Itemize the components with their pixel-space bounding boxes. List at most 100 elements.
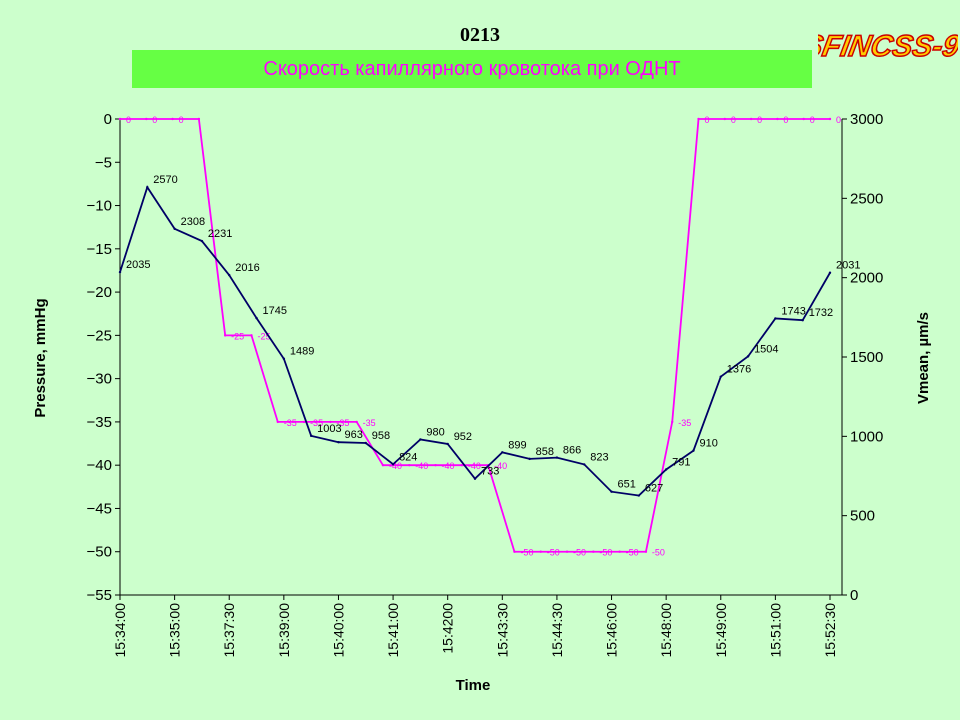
velocity-point — [364, 441, 367, 445]
velocity-data-label: 651 — [618, 479, 636, 491]
x-axis-title: Time — [456, 677, 491, 694]
logo-text: SFINCSS-99 — [818, 30, 958, 63]
pressure-data-label: -40 — [415, 461, 428, 471]
x-tick-label: 15:40:00 — [330, 603, 346, 658]
y-left-tick-label: −20 — [87, 284, 112, 301]
velocity-data-label: 963 — [344, 429, 362, 441]
pressure-point — [118, 117, 122, 121]
velocity-data-label: 899 — [508, 439, 526, 451]
pressure-point — [565, 550, 569, 553]
velocity-data-label: 1743 — [781, 305, 805, 317]
velocity-data-label: 1732 — [809, 307, 833, 319]
pressure-point — [197, 117, 201, 121]
pressure-point — [539, 550, 542, 553]
pressure-series: 0 0 0 -25 -25 -35 -35 -35 -35 -40 -40 -40 -40 -40 -50 -… — [118, 115, 841, 558]
pressure-line — [120, 118, 830, 553]
velocity-point — [282, 357, 286, 360]
y-left-tick-label: −5 — [95, 154, 112, 171]
velocity-data-label: 1003 — [317, 423, 341, 435]
x-tick-label: 15:51:00 — [767, 603, 783, 658]
pressure-point — [408, 463, 411, 467]
velocity-data-label: 1745 — [263, 305, 287, 317]
pressure-data-label: -40 — [468, 461, 481, 471]
pressure-point — [697, 117, 700, 121]
velocity-data-label: 866 — [563, 445, 581, 457]
velocity-data-label: 958 — [372, 430, 390, 442]
pressure-point — [749, 117, 753, 121]
pressure-data-label: 0 — [836, 115, 841, 125]
pressure-point — [671, 420, 674, 424]
pressure-data-label: -50 — [573, 548, 586, 558]
velocity-data-label: 1376 — [727, 364, 751, 376]
pressure-data-label: -50 — [520, 548, 533, 558]
y-left-axis-title: Pressure, mmHg — [32, 298, 49, 417]
velocity-point — [801, 318, 804, 322]
velocity-point — [637, 494, 641, 497]
pressure-point — [828, 117, 832, 121]
velocity-point — [118, 270, 122, 274]
pressure-data-label: 0 — [731, 115, 736, 125]
pressure-point — [434, 463, 437, 467]
pressure-data-label: 0 — [152, 115, 157, 125]
pressure-point — [276, 420, 279, 424]
pressure-data-label: 0 — [783, 115, 788, 125]
y-left-tick-label: −25 — [87, 327, 112, 344]
velocity-point — [309, 434, 313, 438]
right-axis-ticks: 3000 2500 2000 1500 1000 500 0 — [842, 111, 883, 604]
velocity-data-label: 980 — [426, 427, 444, 439]
y-left-tick-label: −35 — [87, 414, 112, 431]
x-tick-label: 15:37:30 — [221, 603, 237, 658]
y-right-tick-label: 3000 — [850, 111, 883, 128]
mission-logo: SFINCSS-99 — [818, 29, 958, 63]
pressure-data-label: -25 — [231, 331, 244, 341]
velocity-point — [746, 355, 750, 358]
velocity-data-label: 791 — [672, 456, 690, 468]
y-right-tick-label: 0 — [850, 587, 858, 604]
velocity-point — [828, 271, 832, 274]
y-left-tick-label: 0 — [104, 111, 112, 128]
pressure-data-label: -35 — [284, 418, 297, 428]
pressure-data-label: -35 — [336, 418, 349, 428]
chart-code: 0213 — [460, 24, 500, 46]
velocity-data-label: 2031 — [836, 260, 860, 272]
pressure-point — [381, 463, 385, 467]
velocity-point — [419, 438, 422, 441]
y-right-tick-label: 2000 — [850, 270, 883, 287]
x-tick-label: 15:44:30 — [549, 603, 565, 658]
y-left-tick-label: −55 — [87, 587, 112, 604]
pressure-point — [802, 117, 805, 121]
velocity-point — [146, 186, 149, 189]
pressure-data-label: -35 — [310, 418, 323, 428]
x-tick-label: 15:49:00 — [713, 603, 729, 658]
pressure-data-label: -25 — [257, 331, 270, 341]
velocity-point — [583, 463, 586, 466]
velocity-data-label: 2308 — [181, 216, 205, 228]
pressure-point — [329, 420, 332, 424]
velocity-data-label: 952 — [454, 431, 472, 443]
velocity-data-label: 627 — [645, 483, 663, 495]
pressure-data-label: -50 — [547, 548, 560, 558]
pressure-point — [513, 550, 516, 553]
pressure-data-label: -35 — [363, 418, 376, 428]
pressure-data-label: -40 — [494, 461, 507, 471]
pressure-data-label: -50 — [652, 548, 665, 558]
velocity-point — [173, 227, 176, 230]
y-left-tick-label: −30 — [87, 371, 112, 388]
y-right-tick-label: 1000 — [850, 428, 883, 445]
y-left-tick-label: −40 — [87, 457, 112, 474]
x-tick-label: 15:43:30 — [494, 603, 510, 658]
pressure-point — [171, 117, 174, 121]
velocity-data-label: 2016 — [235, 262, 259, 274]
velocity-point — [692, 449, 695, 452]
pressure-point — [618, 550, 621, 553]
pressure-point — [460, 463, 464, 467]
x-tick-label: 15:4200 — [440, 603, 456, 654]
left-axis-ticks: 0 −5 −10 −15 −20 −25 −30 −35 −40 −45 −50 −55 — [87, 111, 120, 604]
pressure-point — [302, 420, 306, 424]
y-left-tick-label: −15 — [87, 241, 112, 258]
y-left-tick-label: −45 — [87, 500, 112, 517]
pressure-point — [644, 550, 648, 553]
velocity-data-label: 823 — [590, 451, 608, 463]
pressure-point — [145, 117, 148, 121]
x-tick-label: 15:52:30 — [822, 603, 838, 658]
